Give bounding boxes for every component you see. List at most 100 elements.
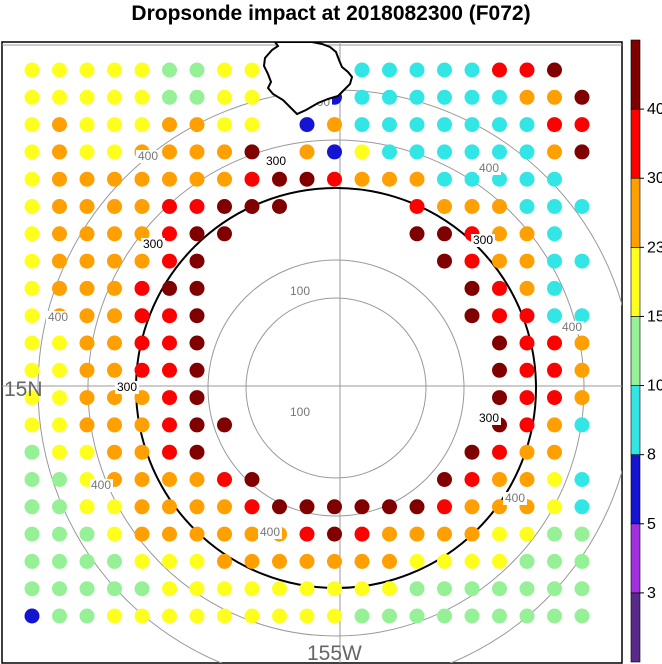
impact-dot	[327, 171, 342, 187]
impact-dot	[189, 253, 205, 269]
impact-dot	[272, 608, 287, 624]
impact-dot	[162, 308, 177, 324]
impact-dot	[134, 226, 150, 242]
impact-dot	[217, 199, 232, 214]
impact-dot	[24, 62, 40, 78]
impact-dot	[52, 362, 67, 378]
impact-dot	[52, 390, 67, 406]
longitude-label-155w: 155W	[307, 642, 362, 664]
impact-dot	[217, 472, 232, 487]
big-island-hawaii-coastline	[262, 42, 354, 116]
impact-dot	[24, 89, 40, 105]
impact-dot	[409, 62, 425, 78]
impact-dot	[244, 199, 260, 214]
impact-dot	[79, 171, 95, 187]
ring-label-bg	[46, 311, 70, 324]
impact-dot	[52, 253, 67, 269]
impact-dot	[244, 553, 260, 569]
impact-dot	[354, 171, 370, 187]
latitude-label-15n: 15N	[4, 378, 43, 401]
impact-dot	[382, 526, 397, 542]
impact-dot	[464, 308, 480, 324]
impact-dot	[79, 89, 95, 105]
impact-dot	[354, 553, 370, 569]
ring-label-bg	[115, 381, 139, 394]
impact-dot	[24, 581, 40, 597]
impact-dot	[79, 226, 95, 242]
impact-dot	[382, 144, 397, 160]
impact-dot	[519, 608, 535, 624]
impact-dot	[189, 417, 205, 433]
impact-dot	[52, 199, 67, 214]
impact-dot	[79, 581, 95, 597]
impact-dot	[464, 62, 480, 78]
impact-dot	[52, 280, 67, 296]
impact-dot	[327, 526, 342, 542]
impact-dot	[24, 226, 40, 242]
colorbar-label: 23	[647, 239, 662, 256]
impact-dot	[79, 308, 95, 324]
impact-dot	[244, 62, 260, 78]
impact-dot	[189, 144, 205, 160]
impact-dot	[217, 226, 232, 242]
impact-dot	[162, 553, 177, 569]
impact-dot	[52, 417, 67, 433]
impact-dot	[519, 226, 535, 242]
impact-dot	[547, 444, 562, 460]
impact-dot	[354, 144, 370, 160]
impact-dot	[547, 308, 562, 324]
impact-dot	[107, 144, 122, 160]
impact-dot	[244, 171, 260, 187]
impact-dot	[79, 608, 95, 624]
impact-dot	[437, 171, 452, 187]
impact-dot	[464, 89, 480, 105]
impact-dot	[464, 553, 480, 569]
impact-dot	[519, 117, 535, 133]
impact-dot	[547, 117, 562, 133]
impact-dot	[382, 581, 397, 597]
impact-dot	[464, 472, 480, 487]
impact-dot	[24, 553, 40, 569]
impact-dot	[162, 89, 177, 105]
impact-dot	[162, 62, 177, 78]
impact-dot	[52, 581, 67, 597]
impact-dot	[464, 171, 480, 187]
impact-dot	[189, 171, 205, 187]
impact-dot	[299, 581, 315, 597]
impact-dot	[492, 472, 507, 487]
ring-label-400: 400	[505, 491, 525, 505]
impact-dot	[24, 499, 40, 515]
impact-dot	[519, 253, 535, 269]
ring-label-100: 100	[290, 405, 310, 419]
impact-dot	[354, 581, 370, 597]
impact-dot	[162, 335, 177, 351]
impact-dot	[244, 89, 260, 105]
ring-label-bg	[264, 155, 288, 168]
colorbar-segment	[630, 454, 641, 525]
impact-dot	[299, 526, 315, 542]
impact-dot	[24, 199, 40, 214]
impact-dot	[52, 144, 67, 160]
impact-dot	[244, 608, 260, 624]
impact-dot	[272, 171, 287, 187]
impact-dot	[189, 526, 205, 542]
impact-dot	[492, 253, 507, 269]
impact-dot	[134, 362, 150, 378]
impact-dot	[189, 335, 205, 351]
impact-dot	[244, 499, 260, 515]
impact-dot	[52, 89, 67, 105]
impact-dot	[189, 280, 205, 296]
impact-dot	[217, 117, 232, 133]
impact-dot	[79, 199, 95, 214]
impact-dot	[519, 199, 535, 214]
impact-dot	[134, 608, 150, 624]
ring-label-300: 300	[117, 380, 137, 394]
impact-dot	[217, 171, 232, 187]
plot-frame	[1, 41, 623, 664]
impact-dot	[162, 444, 177, 460]
impact-dot	[547, 581, 562, 597]
impact-dot	[464, 144, 480, 160]
impact-dot	[547, 362, 562, 378]
ring-label-400: 400	[48, 310, 68, 324]
